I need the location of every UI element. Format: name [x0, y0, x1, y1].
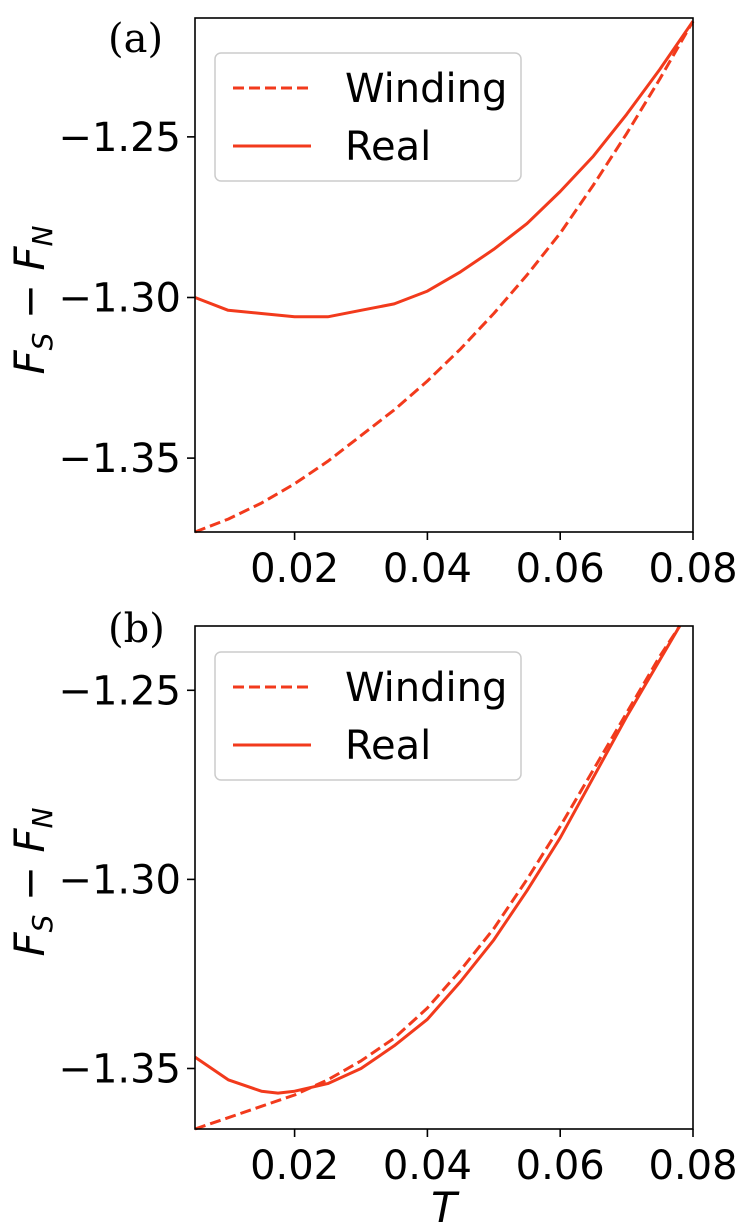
y-tick-label: −1.35: [58, 1046, 181, 1092]
legend-label-real: Real: [345, 723, 431, 769]
chart-panel-a: (a) FS − FN 0.02 0.04 0.06 0.08 −1.35 −1.30 −1…: [5, 16, 738, 592]
series-line-winding: [194, 625, 681, 1131]
x-tick-label: 0.06: [516, 1143, 605, 1189]
legend-a: Winding Real: [214, 52, 522, 182]
panel-label-a: (a): [108, 16, 163, 62]
chart-panel-b: (b) FS − FN T 0.02 0.04 0.06 0.08 −1.35 −1.30…: [5, 606, 738, 1230]
y-axis-label-a: FS − FN: [5, 225, 59, 374]
x-tick-label: 0.06: [516, 546, 605, 592]
x-tick-label: 0.08: [648, 1143, 737, 1189]
x-axis-label-b: T: [431, 1183, 460, 1230]
plot-frame-a: [194, 17, 694, 533]
y-tick-label: −1.35: [58, 436, 181, 482]
x-tick-label: 0.04: [383, 546, 472, 592]
legend-label-real: Real: [345, 124, 431, 170]
panel-label-b: (b): [108, 606, 165, 652]
x-tick-label: 0.08: [648, 546, 737, 592]
series-line-real: [194, 625, 681, 1095]
y-tick-label: −1.30: [58, 275, 181, 321]
legend-b: Winding Real: [214, 651, 522, 781]
y-tick-label: −1.25: [58, 668, 181, 714]
y-tick-label: −1.30: [58, 857, 181, 903]
legend-box: [214, 52, 522, 182]
series-line-winding: [194, 20, 695, 534]
x-tick-label: 0.02: [250, 546, 339, 592]
legend-box: [214, 651, 522, 781]
y-axis-label-b: FS − FN: [5, 807, 59, 956]
series-line-real: [194, 20, 695, 319]
y-tick-label: −1.25: [58, 115, 181, 161]
legend-label-winding: Winding: [345, 665, 507, 711]
legend-label-winding: Winding: [345, 66, 507, 112]
x-tick-label: 0.04: [383, 1143, 472, 1189]
x-tick-label: 0.02: [250, 1143, 339, 1189]
plot-frame-b: [194, 625, 694, 1130]
